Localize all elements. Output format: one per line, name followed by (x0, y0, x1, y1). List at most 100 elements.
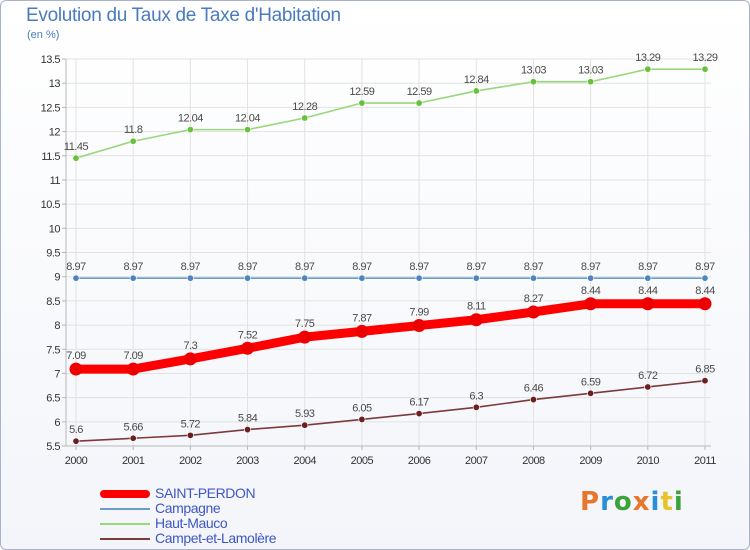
data-point (69, 362, 83, 376)
data-point (72, 154, 80, 162)
data-point (701, 377, 709, 385)
data-label: 13.03 (521, 65, 546, 77)
data-label: 8.11 (467, 301, 486, 313)
data-point (415, 274, 423, 282)
data-point (358, 415, 366, 423)
x-tick-label: 2008 (522, 455, 545, 467)
data-label: 6.46 (524, 383, 544, 395)
x-tick-label: 2011 (694, 455, 716, 467)
x-tick-label: 2007 (465, 455, 488, 467)
data-label: 8.97 (638, 261, 658, 273)
logo-letter: P (580, 487, 601, 517)
data-point (358, 99, 366, 107)
data-label: 7.75 (295, 318, 315, 330)
data-label: 12.04 (235, 113, 260, 125)
x-tick-label: 2006 (408, 455, 431, 467)
data-point (129, 274, 137, 282)
y-tick-label: 12 (49, 127, 61, 139)
legend-label: Haut-Mauco (155, 515, 228, 531)
data-point (186, 431, 194, 439)
data-label: 8.97 (123, 261, 143, 273)
logo-letter: x (632, 487, 651, 517)
data-label: 8.97 (695, 261, 715, 273)
y-tick-label: 10.5 (41, 199, 61, 211)
data-label: 12.59 (349, 86, 374, 98)
proxiti-logo: Proxiti (580, 487, 684, 517)
data-point (244, 426, 252, 434)
data-label: 8.97 (181, 261, 201, 273)
data-label: 8.27 (524, 293, 544, 305)
y-tick-label: 7 (54, 368, 60, 380)
data-label: 8.97 (409, 261, 429, 273)
data-point (469, 313, 483, 327)
data-label: 13.29 (635, 52, 660, 64)
data-label: 7.09 (66, 350, 86, 362)
data-label: 12.59 (407, 86, 432, 98)
x-tick-label: 2000 (65, 455, 88, 467)
data-point (415, 99, 423, 107)
y-tick-label: 9.5 (46, 248, 60, 260)
data-point (301, 114, 309, 122)
data-label: 8.97 (352, 261, 372, 273)
data-label: 6.59 (581, 376, 601, 388)
data-point (129, 434, 137, 442)
series-line-campet-et-lamol-re (75, 379, 706, 442)
data-label: 7.09 (123, 350, 143, 362)
data-point (701, 65, 709, 73)
data-point (186, 126, 194, 134)
data-point (358, 274, 366, 282)
data-label: 8.97 (66, 261, 86, 273)
y-tick-label: 5.5 (46, 441, 60, 453)
data-label: 8.97 (238, 261, 258, 273)
data-label: 6.17 (409, 397, 429, 409)
data-point (472, 87, 480, 95)
data-label: 12.04 (178, 113, 203, 125)
data-point (641, 297, 655, 311)
data-point (129, 137, 137, 145)
data-point (584, 297, 598, 311)
data-label: 6.05 (352, 402, 372, 414)
data-label: 12.84 (464, 74, 489, 86)
data-point (526, 305, 540, 319)
data-point (186, 274, 194, 282)
data-label: 5.72 (181, 418, 201, 430)
data-point (244, 274, 252, 282)
axes: 5.5 6 6.5 7 7.5 8 8.5 9 9.5 10 10.5 11 11.5 12 12.5 13 1… (41, 54, 717, 467)
series-line-haut-mauco (75, 68, 706, 159)
data-label: 5.93 (295, 408, 315, 420)
data-point (529, 274, 537, 282)
legend-label: Campagne (155, 500, 221, 516)
data-point (529, 78, 537, 86)
logo-letter: i (650, 487, 661, 517)
data-label: 5.84 (238, 413, 258, 425)
y-tick-label: 13 (49, 78, 61, 90)
data-label: 6.72 (638, 370, 658, 382)
data-label: 11.45 (64, 141, 89, 153)
data-label: 12.28 (292, 101, 317, 113)
data-point (301, 421, 309, 429)
data-label: 7.99 (409, 307, 429, 319)
series-lines (69, 65, 712, 445)
data-point (472, 403, 480, 411)
legend-swatch (100, 489, 150, 498)
unit-label: (en %) (27, 29, 60, 41)
data-label: 8.97 (524, 261, 544, 273)
x-tick-label: 2009 (579, 455, 602, 467)
logo-letter: r (600, 487, 614, 517)
data-point (644, 65, 652, 73)
legend-swatch (100, 507, 150, 510)
data-point (587, 389, 595, 397)
x-tick-label: 2002 (179, 455, 202, 467)
data-point (72, 274, 80, 282)
data-label: 7.52 (238, 329, 258, 341)
chart-title: Evolution du Taux de Taxe d'Habitation (26, 5, 341, 26)
data-label: 8.44 (638, 285, 658, 297)
data-point (472, 274, 480, 282)
data-label: 6.3 (469, 390, 483, 402)
x-tick-label: 2003 (236, 455, 259, 467)
data-label: 13.29 (692, 52, 717, 64)
data-label: 5.66 (123, 421, 143, 433)
data-point (355, 324, 369, 338)
data-point (126, 362, 140, 376)
grid-lines (66, 58, 711, 447)
